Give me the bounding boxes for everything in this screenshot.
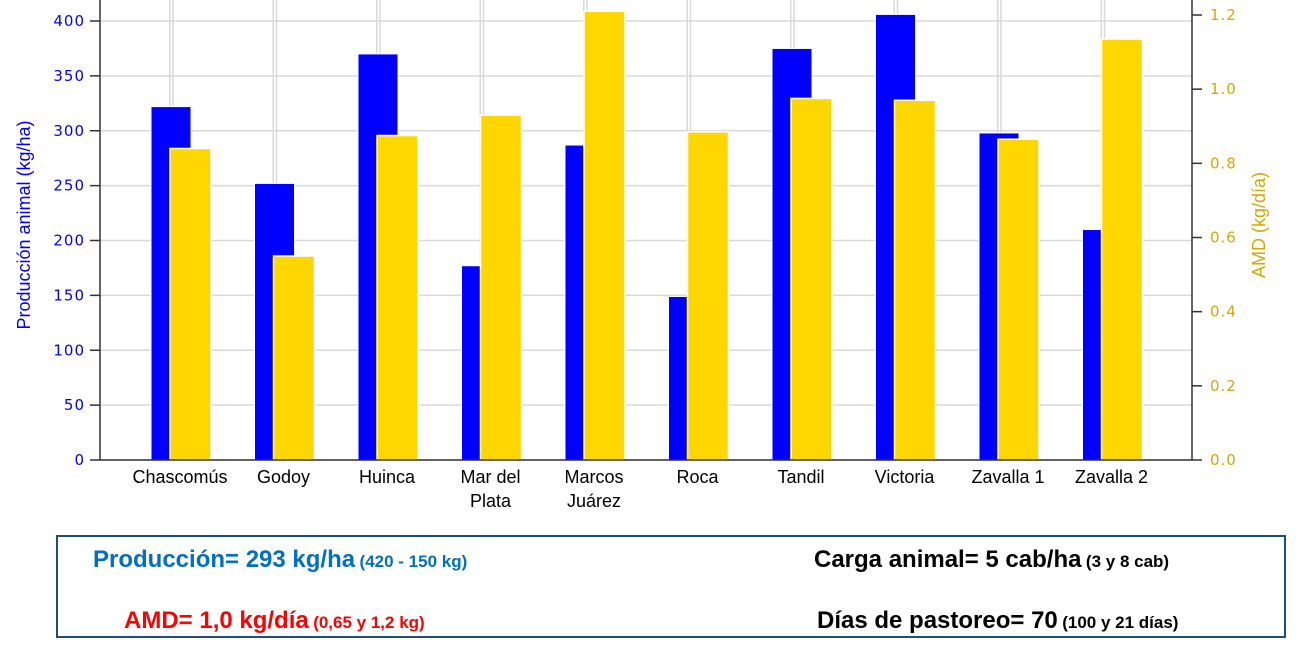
bar-amd — [686, 131, 730, 461]
y-axis-label: Producción animal (kg/ha) — [14, 120, 34, 329]
right-axis-tick-label: 0.4 — [1210, 303, 1237, 321]
left-axis-tick-label: 400 — [53, 12, 85, 30]
bar-amd — [479, 114, 523, 461]
grazing-summary-range: (100 y 21 días) — [1062, 613, 1179, 632]
right-axis-tick-label: 0.8 — [1210, 154, 1237, 172]
left-axis-tick-label: 300 — [53, 122, 85, 140]
bar-chart: 0 50 100 150 200 250 300 350 400 0.0 0.2 0.4 0.6 0.8 1… — [14, 0, 1269, 511]
x-tick-label: Zavalla 1 — [971, 467, 1044, 487]
x-tick-label: Tandil — [777, 467, 824, 487]
x-tick-label: Marcos — [564, 467, 623, 487]
production-summary: Producción= 293 kg/ha (420 - 150 kg) — [93, 546, 467, 574]
stocking-summary-main: Carga animal= 5 cab/ha — [814, 546, 1082, 573]
amd-summary-main: AMD= 1,0 kg/día — [124, 607, 309, 634]
production-summary-main: Producción= 293 kg/ha — [93, 546, 356, 573]
x-tick-label: Juárez — [567, 491, 621, 511]
right-axis-tick-label: 0.6 — [1210, 229, 1237, 247]
grazing-summary-main: Días de pastoreo= 70 — [817, 607, 1058, 634]
bar-amd — [272, 255, 316, 461]
left-axis-tick-label: 350 — [53, 67, 85, 85]
bar-amd — [997, 138, 1040, 461]
left-axis-tick-label: 200 — [53, 232, 85, 250]
right-axis-tick-label: 1.2 — [1210, 6, 1237, 24]
bar-amd — [169, 147, 212, 461]
x-tick-label: Zavalla 2 — [1075, 467, 1148, 487]
left-axis-tick-label: 250 — [53, 177, 85, 195]
grazing-summary: Días de pastoreo= 70 (100 y 21 días) — [817, 607, 1178, 635]
right-axis-tick-label: 0.2 — [1210, 377, 1237, 395]
x-tick-label: Chascomús — [132, 467, 227, 487]
x-tick-label: Plata — [470, 491, 512, 511]
left-axis-tick-label: 150 — [53, 286, 85, 304]
production-summary-range: (420 - 150 kg) — [359, 552, 468, 571]
right-axis-tick-label: 1.0 — [1210, 80, 1237, 98]
x-tick-label: Mar del — [460, 467, 520, 487]
left-axis-tick-label: 100 — [53, 341, 85, 359]
x-tick-label: Roca — [676, 467, 719, 487]
x-tick-label: Victoria — [875, 467, 936, 487]
bar-amd — [1100, 38, 1144, 461]
x-tick-label: Godoy — [257, 467, 310, 487]
right-axis-tick-label: 0.0 — [1210, 451, 1237, 469]
y2-axis-label: AMD (kg/día) — [1249, 172, 1269, 278]
left-axis-tick-label: 0 — [74, 451, 85, 469]
bar-amd — [790, 97, 833, 461]
stocking-summary: Carga animal= 5 cab/ha (3 y 8 cab) — [814, 546, 1169, 574]
x-tick-label: Huinca — [359, 467, 416, 487]
bar-amd — [893, 99, 937, 461]
bar-amd — [583, 10, 626, 461]
amd-summary-range: (0,65 y 1,2 kg) — [313, 613, 425, 632]
stocking-summary-range: (3 y 8 cab) — [1085, 552, 1170, 571]
left-axis-tick-label: 50 — [64, 396, 85, 414]
summary-box — [56, 535, 1286, 638]
amd-summary: AMD= 1,0 kg/día (0,65 y 1,2 kg) — [124, 607, 425, 635]
bar-amd — [376, 134, 419, 461]
